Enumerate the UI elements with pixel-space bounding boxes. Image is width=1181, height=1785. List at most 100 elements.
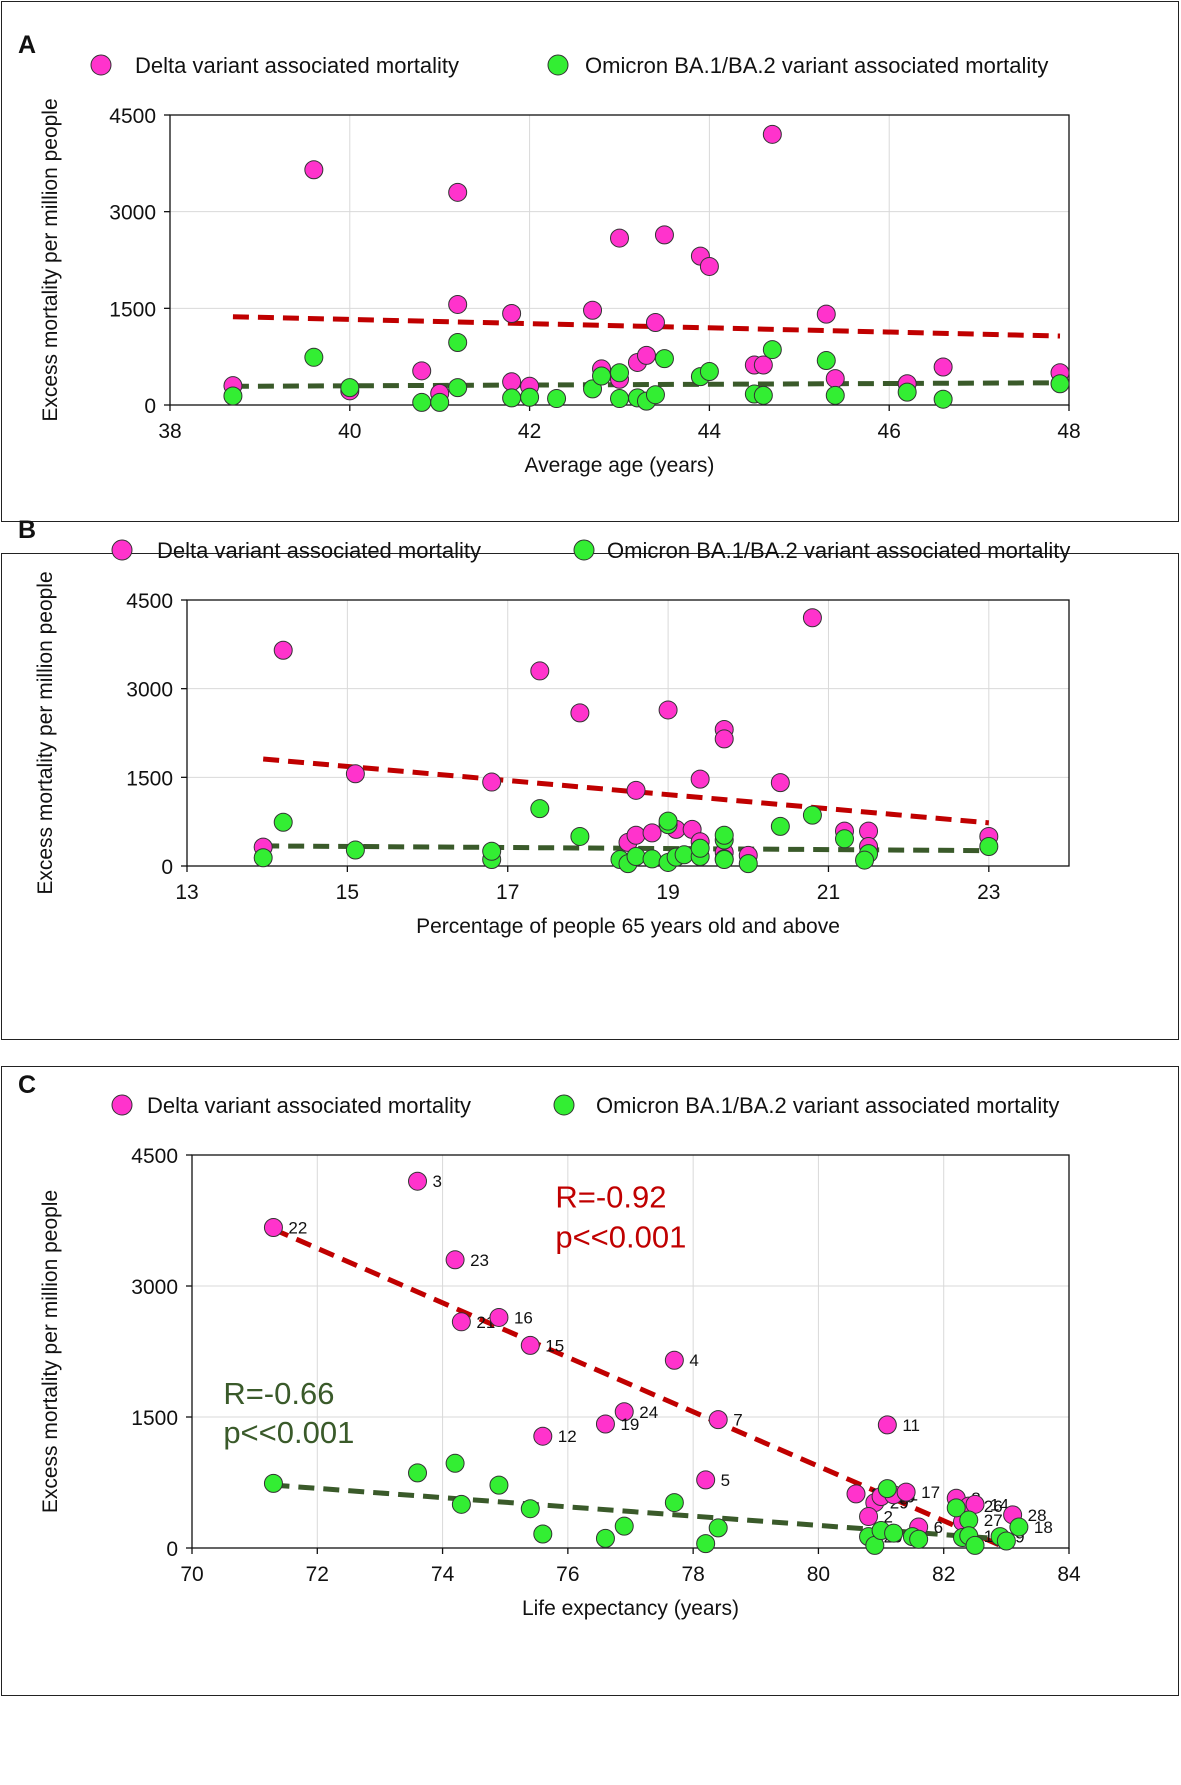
omicron-point xyxy=(658,811,678,831)
omicron-point xyxy=(770,816,790,836)
x-tick-label: 70 xyxy=(180,1563,203,1586)
omicron-point xyxy=(708,1518,728,1538)
x-tick-label: 19 xyxy=(656,881,679,904)
omicron-point xyxy=(825,385,845,405)
omicron-point xyxy=(304,347,324,367)
y-tick-label: 1500 xyxy=(109,298,156,321)
delta-trendline xyxy=(272,1226,1008,1551)
delta-point xyxy=(304,160,324,180)
delta-point xyxy=(595,1414,615,1434)
point-label: 28 xyxy=(1028,1506,1047,1525)
omicron-point xyxy=(884,1523,904,1543)
delta-point xyxy=(502,303,522,323)
omicron-point xyxy=(530,799,550,819)
omicron-point xyxy=(408,1463,428,1483)
panel-letter: B xyxy=(18,516,36,544)
delta-point xyxy=(770,773,790,793)
x-tick-label: 21 xyxy=(817,881,840,904)
chart-b-group: 13 15 17 19 21 23 0 1500 3000 4500 Percentage of p… xyxy=(18,516,1070,938)
point-label: 4 xyxy=(689,1351,698,1370)
delta-point xyxy=(658,700,678,720)
y-tick-label: 4500 xyxy=(131,1145,178,1168)
delta-trendline xyxy=(262,756,990,826)
x-tick-label: 13 xyxy=(175,881,198,904)
omicron-point xyxy=(610,389,629,409)
omicron-point xyxy=(996,1531,1016,1551)
delta-point xyxy=(825,369,845,389)
omicron-point xyxy=(1009,1517,1029,1537)
point-label: 18 xyxy=(1034,1518,1053,1537)
delta-point xyxy=(482,772,502,792)
point-label: 17 xyxy=(921,1483,940,1502)
delta-point xyxy=(877,1415,897,1435)
delta-point xyxy=(714,729,734,749)
x-tick-label: 17 xyxy=(496,881,519,904)
point-label: 3 xyxy=(433,1172,442,1191)
legend-delta-marker xyxy=(111,1094,133,1116)
delta-point xyxy=(530,661,550,681)
delta-point xyxy=(846,1484,866,1504)
delta-point xyxy=(626,780,646,800)
point-label: 16 xyxy=(514,1308,533,1327)
delta-point xyxy=(664,1350,684,1370)
y-tick-label: 4500 xyxy=(109,105,156,128)
omicron-trendline xyxy=(232,380,1061,389)
delta-point xyxy=(642,823,662,843)
delta-point xyxy=(502,372,522,392)
omicron-point xyxy=(451,1494,471,1514)
delta-point xyxy=(489,1307,509,1327)
omicron-point xyxy=(654,349,674,369)
point-label: 5 xyxy=(721,1471,730,1490)
y-tick-label: 4500 xyxy=(126,590,173,613)
omicron-point xyxy=(595,1528,615,1548)
omicron-point xyxy=(502,388,522,408)
delta-point xyxy=(412,361,432,381)
delta-point xyxy=(696,1470,716,1490)
panel-b: 13 15 17 19 21 23 0 1500 3000 4500 Percentage of p… xyxy=(1,516,1179,1040)
delta-point xyxy=(445,1250,465,1270)
delta-point xyxy=(816,304,836,324)
y-axis-label: Excess mortality per million people xyxy=(34,571,57,894)
point-label: 22 xyxy=(288,1218,307,1237)
delta-point xyxy=(583,300,603,320)
legend-omicron-label: Omicron BA.1/BA.2 variant associated mor… xyxy=(607,538,1070,563)
delta-point xyxy=(273,640,293,660)
point-label: 11 xyxy=(902,1416,920,1435)
legend-delta-marker xyxy=(111,539,133,561)
x-tick-label: 23 xyxy=(977,881,1000,904)
omicron-point xyxy=(645,385,665,405)
delta-point xyxy=(345,764,365,784)
omicron-point xyxy=(223,386,243,406)
omicron-point xyxy=(753,385,773,405)
omicron-point xyxy=(448,332,468,352)
delta-point xyxy=(933,357,953,377)
omicron-point xyxy=(855,850,875,870)
omicron-point xyxy=(979,836,999,856)
omicron-point xyxy=(738,854,758,874)
omicron-point xyxy=(520,387,540,407)
legend-delta-label: Delta variant associated mortality xyxy=(147,1093,471,1118)
omicron-point xyxy=(762,340,782,360)
point-label: 15 xyxy=(545,1336,564,1355)
omicron-point xyxy=(345,840,365,860)
x-tick-label: 76 xyxy=(556,1563,579,1586)
delta-point xyxy=(626,825,646,845)
point-label: 2 xyxy=(884,1508,893,1527)
x-axis-label: Average age (years) xyxy=(525,454,715,477)
omicron-point xyxy=(933,389,953,409)
plot-area xyxy=(186,599,1070,867)
delta-trendline xyxy=(232,314,1061,339)
delta-point xyxy=(802,608,822,628)
omicron-point xyxy=(592,366,612,386)
x-tick-label: 40 xyxy=(338,420,361,443)
omicron-point xyxy=(816,351,836,371)
x-tick-label: 82 xyxy=(932,1563,955,1586)
omicron-point xyxy=(802,805,822,825)
chart-b: 13 15 17 19 21 23 0 1500 3000 4500 Percentage of p… xyxy=(18,516,1070,938)
delta-p-value: p<<0.001 xyxy=(555,1220,686,1255)
omicron-point xyxy=(690,838,710,858)
chart-a-group: 38 40 42 44 46 48 0 1500 3000 4500 Average age (ye… xyxy=(18,31,1081,477)
x-tick-label: 46 xyxy=(878,420,901,443)
